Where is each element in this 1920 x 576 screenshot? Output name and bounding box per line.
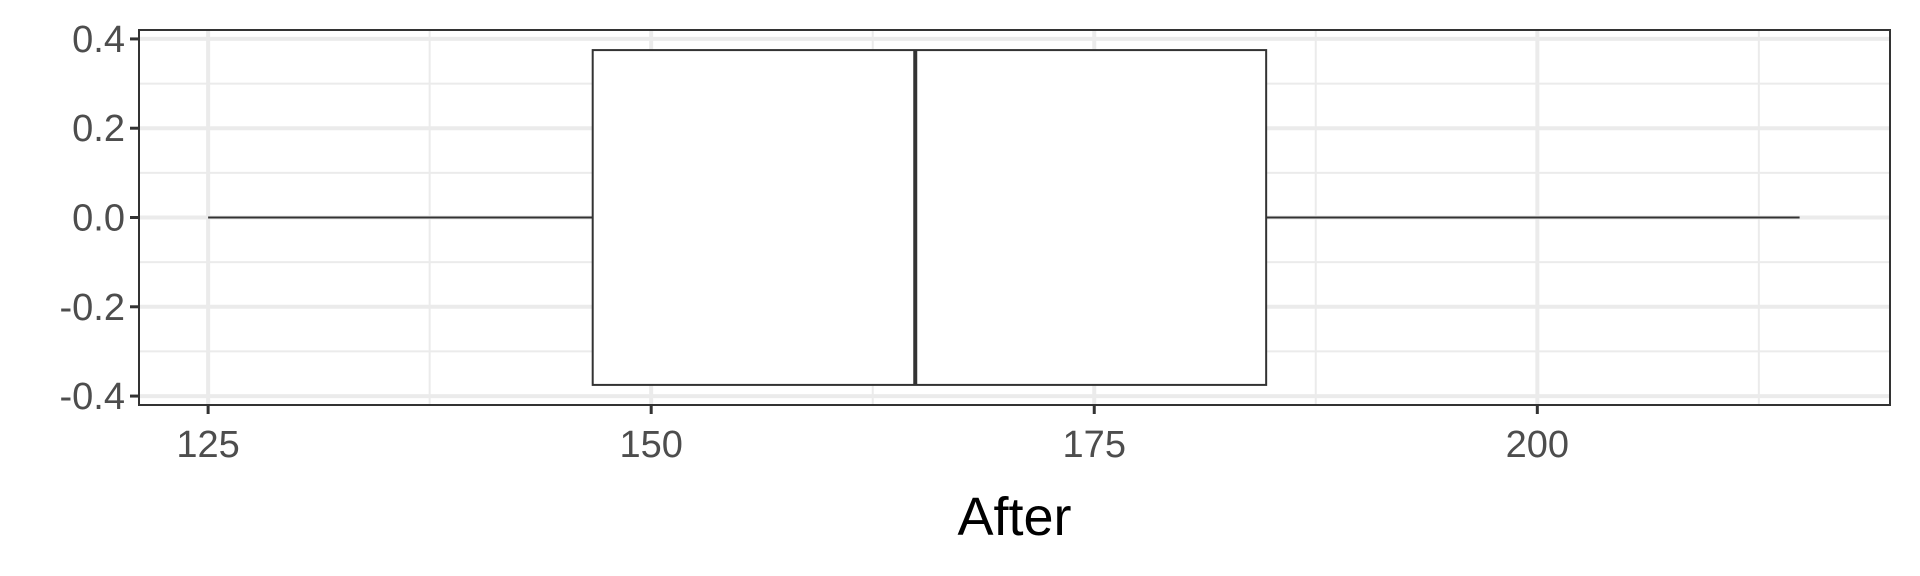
boxplot <box>208 49 1800 386</box>
y-tick-label: 0.4 <box>72 19 125 61</box>
y-tick-label: -0.4 <box>60 376 125 418</box>
y-axis: 0.4 0.2 0.0 -0.2 -0.4 <box>60 19 139 418</box>
x-axis: 125 150 175 200 <box>176 405 1569 466</box>
x-tick-label: 175 <box>1063 424 1126 466</box>
y-tick-label: 0.0 <box>72 198 125 240</box>
x-axis-title: After <box>957 487 1071 547</box>
y-tick-label: 0.2 <box>72 108 125 150</box>
y-tick-label: -0.2 <box>60 287 125 329</box>
x-tick-label: 200 <box>1506 424 1569 466</box>
x-tick-label: 150 <box>619 424 682 466</box>
x-tick-label: 125 <box>176 424 239 466</box>
interquartile-box <box>591 49 1268 386</box>
